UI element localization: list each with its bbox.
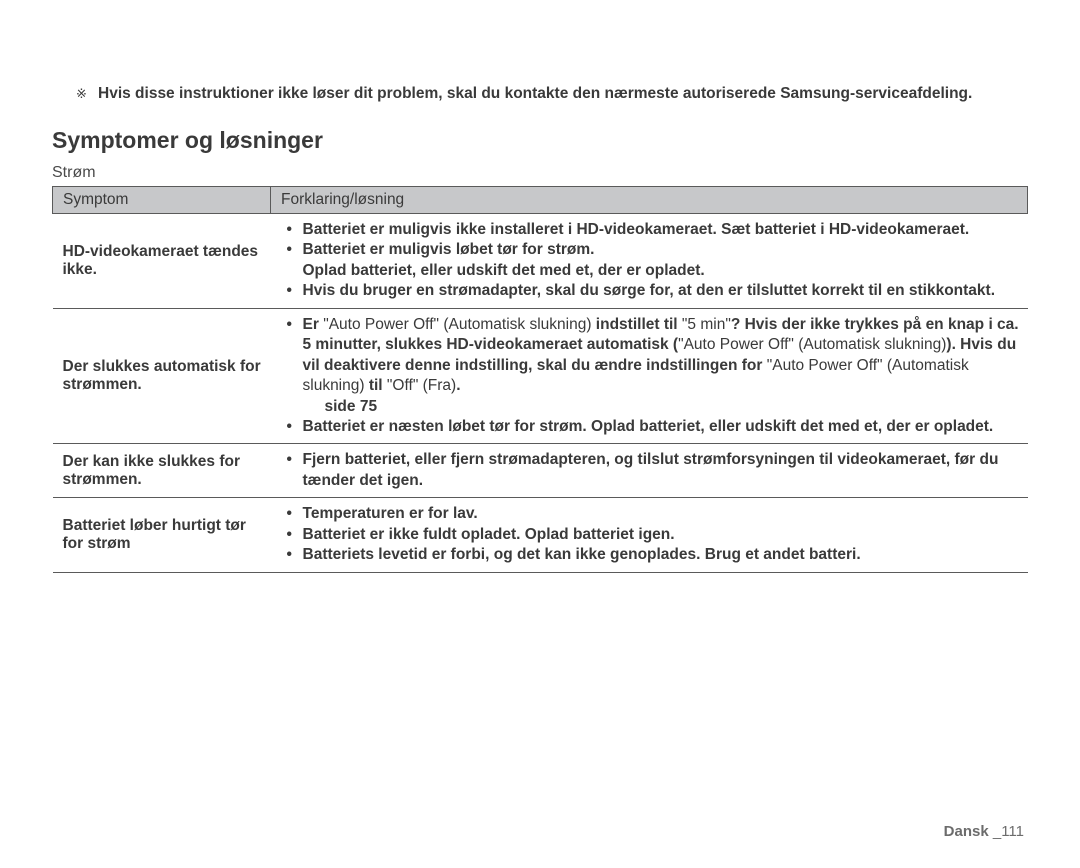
section-subheading: Strøm (52, 164, 1028, 182)
intro-text: Hvis disse instruktioner ikke løser dit … (98, 84, 972, 105)
list-item: Temperaturen er for lav. (281, 504, 1020, 524)
note-mark: ※ (76, 84, 98, 103)
table-row: Der slukkes automatisk for strømmen. Er … (53, 308, 1028, 444)
list-item: Hvis du bruger en strømadapter, skal du … (281, 281, 1020, 301)
t: "5 min" (682, 316, 731, 333)
page-footer: Dansk _111 (944, 823, 1024, 840)
footer-lang: Dansk (944, 823, 993, 840)
t: "Off" (Fra) (387, 377, 456, 394)
solution-cell: Batteriet er muligvis ikke installeret i… (271, 213, 1028, 308)
list-item: Er "Auto Power Off" (Automatisk slukning… (281, 315, 1020, 417)
t: "Auto Power Off" (Automatisk slukning) (678, 336, 946, 353)
page-ref: side 75 (325, 397, 378, 417)
intro-note: ※ Hvis disse instruktioner ikke løser di… (76, 84, 1028, 105)
manual-page: ※ Hvis disse instruktioner ikke løser di… (0, 0, 1080, 573)
t: indstillet til (592, 316, 682, 333)
header-symptom: Symptom (53, 186, 271, 213)
solution-text: Batteriet er muligvis løbet tør for strø… (303, 241, 595, 258)
t: . (456, 377, 460, 394)
solution-cell: Er "Auto Power Off" (Automatisk slukning… (271, 308, 1028, 444)
t: Er (303, 316, 324, 333)
table-header-row: Symptom Forklaring/løsning (53, 186, 1028, 213)
t: til (365, 377, 387, 394)
list-item: Batteriet er muligvis løbet tør for strø… (281, 240, 1020, 281)
table-row: HD-videokameraet tændes ikke. Batteriet … (53, 213, 1028, 308)
footer-page: 111 (1001, 823, 1024, 840)
section-heading: Symptomer og løsninger (52, 127, 1028, 154)
table-row: Batteriet løber hurtigt tør for strøm Te… (53, 498, 1028, 572)
solution-text: Oplad batteriet, eller udskift det med e… (303, 262, 705, 279)
table-row: Der kan ikke slukkes for strømmen. Fjern… (53, 444, 1028, 498)
header-solution: Forklaring/løsning (271, 186, 1028, 213)
list-item: Batteriet er ikke fuldt opladet. Oplad b… (281, 525, 1020, 545)
troubleshooting-table: Symptom Forklaring/løsning HD-videokamer… (52, 186, 1028, 573)
solution-cell: Temperaturen er for lav. Batteriet er ik… (271, 498, 1028, 572)
symptom-cell: Der slukkes automatisk for strømmen. (53, 308, 271, 444)
t: "Auto Power Off" (Automatisk slukning) (323, 316, 591, 333)
solution-cell: Fjern batteriet, eller fjern strømadapte… (271, 444, 1028, 498)
list-item: Batteriets levetid er forbi, og det kan … (281, 545, 1020, 565)
symptom-cell: Batteriet løber hurtigt tør for strøm (53, 498, 271, 572)
symptom-cell: Der kan ikke slukkes for strømmen. (53, 444, 271, 498)
list-item: Batteriet er næsten løbet tør for strøm.… (281, 417, 1020, 437)
symptom-cell: HD-videokameraet tændes ikke. (53, 213, 271, 308)
list-item: Fjern batteriet, eller fjern strømadapte… (281, 450, 1020, 491)
footer-sep: _ (993, 823, 1001, 840)
list-item: Batteriet er muligvis ikke installeret i… (281, 220, 1020, 240)
